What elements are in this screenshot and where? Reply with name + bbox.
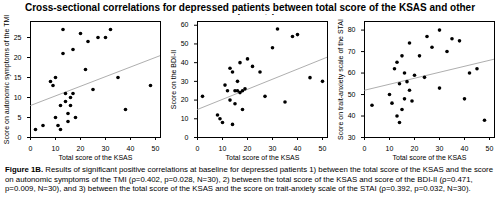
- svg-text:Total score of the KSAS: Total score of the KSAS: [226, 154, 300, 161]
- svg-text:20: 20: [14, 54, 22, 61]
- svg-text:30: 30: [269, 145, 277, 152]
- svg-text:25: 25: [14, 34, 22, 41]
- svg-text:40: 40: [348, 112, 356, 119]
- svg-text:40: 40: [294, 145, 302, 152]
- svg-text:10: 10: [386, 145, 394, 152]
- svg-text:Total score of the KSAS: Total score of the KSAS: [393, 154, 467, 161]
- svg-text:Score on autonomic symptoms of: Score on autonomic symptoms of the TMI: [3, 15, 11, 144]
- svg-text:60: 60: [348, 69, 356, 76]
- svg-text:0: 0: [185, 134, 189, 141]
- svg-text:15: 15: [14, 74, 22, 81]
- svg-text:5: 5: [18, 114, 22, 121]
- svg-text:30: 30: [436, 145, 444, 152]
- svg-text:Score on trait-anxiety scale o: Score on trait-anxiety scale of the STAI: [337, 19, 345, 140]
- svg-text:10: 10: [52, 145, 60, 152]
- svg-text:0: 0: [18, 134, 22, 141]
- svg-text:40: 40: [461, 145, 469, 152]
- svg-text:Score on the BDI-II: Score on the BDI-II: [170, 50, 177, 110]
- svg-text:20: 20: [411, 145, 419, 152]
- svg-text:60: 60: [181, 21, 189, 28]
- svg-text:30: 30: [348, 134, 356, 141]
- svg-text:20: 20: [244, 145, 252, 152]
- svg-text:0: 0: [363, 145, 367, 152]
- svg-text:70: 70: [348, 48, 356, 55]
- svg-text:80: 80: [348, 26, 356, 33]
- svg-text:30: 30: [102, 145, 110, 152]
- svg-text:40: 40: [127, 145, 135, 152]
- svg-text:50: 50: [348, 91, 356, 98]
- svg-text:Total score of the KSAS: Total score of the KSAS: [59, 154, 133, 161]
- svg-text:0: 0: [29, 145, 33, 152]
- svg-text:50: 50: [152, 145, 160, 152]
- svg-text:10: 10: [219, 145, 227, 152]
- svg-text:10: 10: [14, 94, 22, 101]
- svg-text:40: 40: [181, 59, 189, 66]
- svg-text:50: 50: [486, 145, 494, 152]
- svg-text:20: 20: [77, 145, 85, 152]
- svg-text:20: 20: [181, 96, 189, 103]
- svg-text:50: 50: [181, 40, 189, 47]
- svg-text:10: 10: [181, 115, 189, 122]
- svg-text:0: 0: [196, 145, 200, 152]
- svg-text:50: 50: [319, 145, 327, 152]
- svg-text:30: 30: [181, 78, 189, 85]
